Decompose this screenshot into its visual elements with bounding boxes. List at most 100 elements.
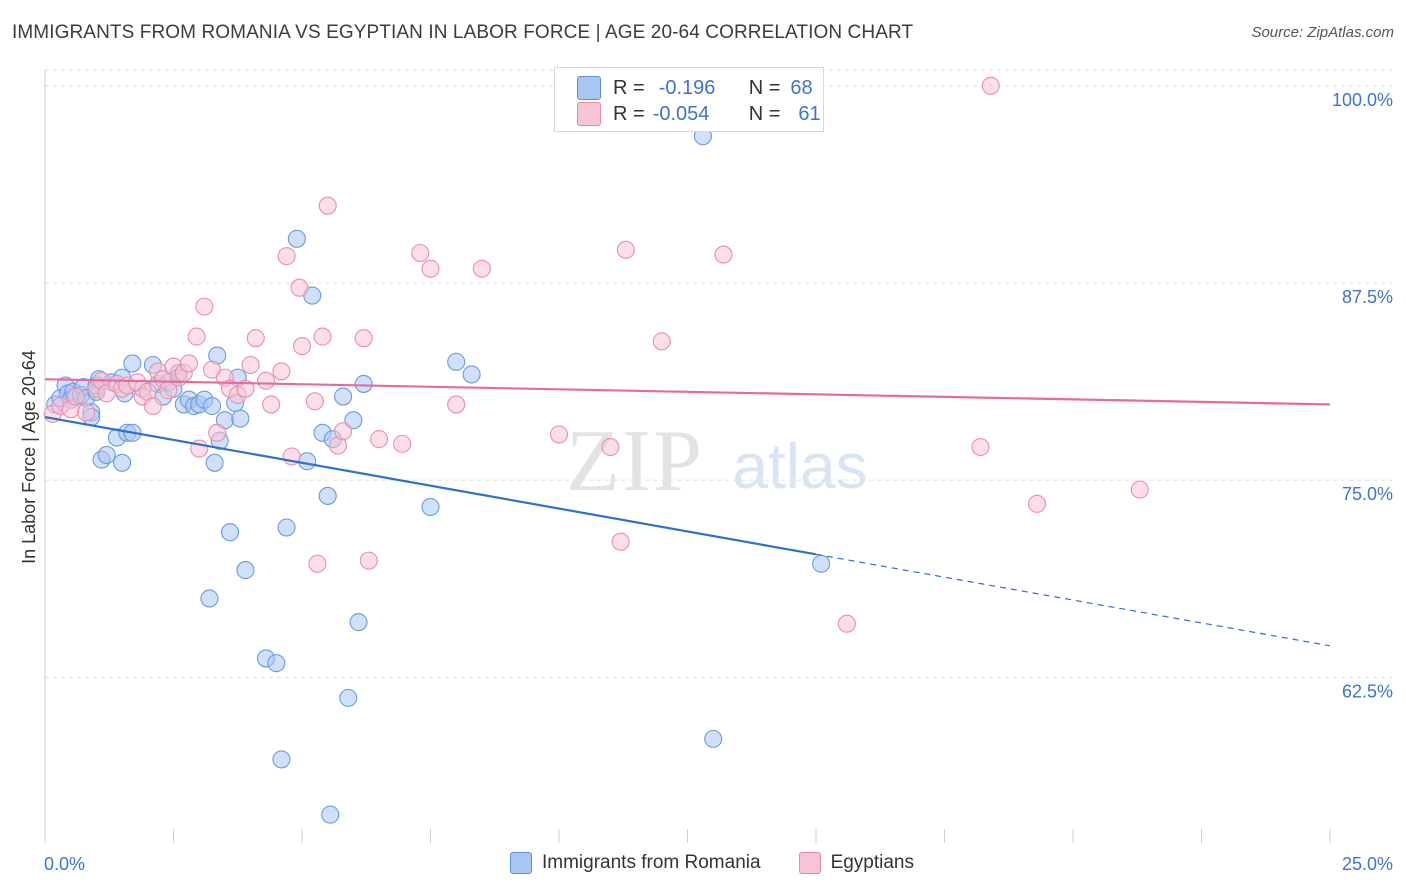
romania-point [220,523,240,542]
y-tick-label: 75.0% [1342,484,1393,504]
n-value-romania: 68 [790,76,813,99]
egyptians-point [66,387,85,406]
romania-point [354,374,373,393]
watermark-atlas: atlas [732,430,867,502]
x-tick-label: 25.0% [1342,854,1393,874]
egyptians-point [354,329,373,348]
romania-point [203,396,222,416]
egyptians-point [981,76,1000,95]
egyptians-point [262,395,281,414]
romania-point [231,409,250,428]
romania-point [339,688,358,707]
x-tick-label: 0.0% [44,854,85,874]
r-value-romania: -0.196 [658,76,716,99]
egyptians-point [195,297,214,316]
grid-lines [45,69,1392,678]
egyptians-point [313,327,332,346]
romania-point [200,589,219,608]
romania-point [344,411,363,430]
romania-point [334,387,353,406]
romania-point [321,805,340,824]
romania-point [287,229,306,248]
egyptians-point [308,554,327,573]
n-value-egyptians: 61 [798,102,821,125]
r-label: R = [613,76,645,99]
egyptians-point [1130,480,1149,499]
y-tick-label: 62.5% [1342,681,1393,701]
egyptians-point [549,425,569,444]
chart-title: IMMIGRANTS FROM ROMANIA VS EGYPTIAN IN L… [12,22,914,43]
legend-label-romania: Immigrants from Romania [542,852,761,873]
egyptians-point [277,247,296,266]
romania-trend-extension [815,553,1331,647]
watermark-zip: ZIP [566,413,704,510]
legend-swatch-egyptians [798,852,821,874]
legend-label-egyptians: Egyptians [830,852,915,873]
romania-point [113,453,132,472]
romania-point [447,352,466,371]
egyptians-point [77,403,96,422]
n-label: N = [748,102,781,125]
egyptians-point [179,354,198,373]
egyptians-point [837,614,856,633]
egyptians-point [236,379,255,398]
egyptians-trend-line [44,378,1331,406]
egyptians-point [334,422,353,441]
romania-point [704,729,723,748]
egyptians-point [246,329,265,348]
romania-point [318,486,337,505]
egyptians-point [601,437,620,457]
egyptians-point [241,355,260,375]
egyptians-point [256,371,276,390]
egyptians-point [611,532,630,551]
legend-swatch-romania [510,852,532,874]
romania-point [205,453,224,472]
tick-labels: 62.5% 75.0% 87.5% 100.0% 0.0% 25.0% [44,90,1393,874]
romania-point [267,654,286,673]
egyptians-point [272,362,291,381]
egyptians-swatch [577,102,601,126]
data-points [43,76,1149,824]
axes [44,70,1331,843]
egyptians-point [971,437,990,457]
egyptians-point [411,243,430,263]
y-tick-label: 87.5% [1342,287,1393,307]
stats-legend: R = -0.196 N = 68 R = -0.054 N = 61 [554,67,824,132]
trend-lines [44,378,1331,647]
stats-row-egyptians: R = -0.054 N = 61 [577,101,821,127]
egyptians-point [290,278,309,297]
egyptians-point [187,327,206,346]
egyptians-point [714,245,733,264]
romania-point [277,518,296,537]
romania-trend-line [44,415,817,556]
egyptians-point [143,396,162,416]
romania-point [298,452,317,471]
romania-point [97,445,116,464]
watermark: ZIP atlas [566,413,868,510]
n-label: N = [748,76,781,99]
egyptians-point [616,240,635,259]
egyptians-point [447,395,466,414]
r-label: R = [613,102,645,125]
legend-item-egyptians: Egyptians [798,852,915,874]
egyptians-point [370,430,389,449]
romania-point [462,365,481,384]
egyptians-point [1027,494,1047,513]
chart-source: Source: ZipAtlas.com [1251,24,1394,41]
egyptians-point [472,259,491,278]
egyptians-point [305,392,324,411]
romania-point [236,561,255,580]
y-tick-label: 100.0% [1332,90,1393,110]
legend-item-romania: Immigrants from Romania [510,852,761,874]
r-value-egyptians: -0.054 [652,102,710,125]
romania-point [123,354,142,373]
romania-point [421,497,440,517]
egyptians-point [652,332,671,351]
egyptians-point [421,259,440,278]
romania-point [272,750,291,769]
egyptians-point [359,551,378,570]
egyptians-point [393,434,412,453]
y-axis-label: In Labor Force | Age 20-64 [19,350,39,564]
series-legend: Immigrants from Romania Egyptians [510,852,914,874]
